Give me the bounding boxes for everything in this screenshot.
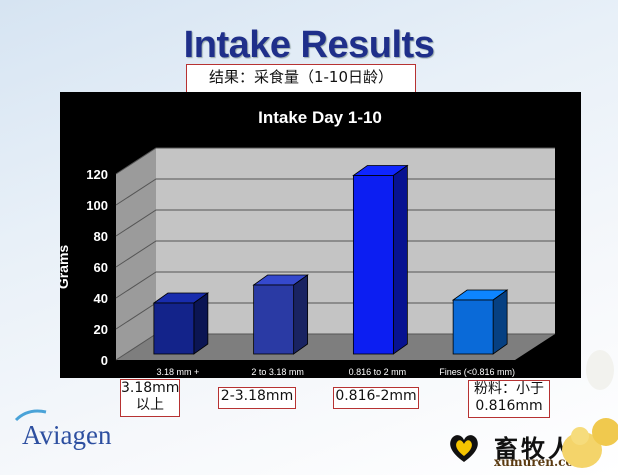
y-tick-label: 40 (94, 291, 108, 306)
bar-side (293, 274, 309, 355)
bar (253, 284, 295, 355)
bar-chart: Intake Day 1-10 0 20 40 60 80 100 120 Grams 3.18 … (55, 108, 555, 377)
watermark-text: 畜牧人 (494, 435, 575, 463)
chart-floor (116, 334, 555, 360)
y-tick-label: 100 (86, 198, 108, 213)
gridline (115, 209, 555, 237)
y-tick-label: 80 (94, 229, 108, 244)
annotation-cn: 2-3.18mm (218, 387, 296, 409)
bar (153, 302, 195, 355)
x-tick-label: 0.816 to 2 mm (349, 367, 407, 377)
chick-photo (562, 350, 618, 468)
gridline (115, 178, 555, 206)
y-tick-label: 120 (86, 167, 108, 182)
x-tick-label: 2 to 3.18 mm (251, 367, 304, 377)
bar-side (193, 292, 209, 355)
y-tick-label: 20 (94, 322, 108, 337)
aviagen-logo: Aviagen (22, 420, 112, 450)
annotation-cn: 0.816-2mm (333, 387, 419, 409)
bar (352, 175, 394, 355)
logo-swoosh-icon (14, 409, 47, 422)
bar (452, 299, 494, 355)
y-tick-label: 0 (101, 353, 108, 368)
y-tick-label: 60 (94, 260, 108, 275)
x-tick-label: Fines (<0.816 mm) (439, 367, 515, 377)
chart-title: Intake Day 1-10 (258, 108, 382, 127)
slide-title: Intake Results (183, 24, 435, 66)
gridline (115, 240, 555, 268)
annotation-cn: 3.18mm 以上 (120, 379, 180, 417)
x-tick-label: 3.18 mm + (156, 367, 199, 377)
y-axis-label: Grams (60, 245, 71, 290)
chart-panel: Intake Day 1-10 0 20 40 60 80 100 120 Grams 3.18 … (55, 92, 581, 378)
heart-icon (450, 435, 478, 462)
gridline (115, 271, 555, 299)
gridline (115, 147, 555, 175)
bar-side (492, 289, 508, 355)
watermark-url: xumuren.com (494, 455, 587, 469)
annotation-cn: 粉料：小于 0.816mm (468, 380, 550, 418)
bar-side (392, 164, 408, 355)
